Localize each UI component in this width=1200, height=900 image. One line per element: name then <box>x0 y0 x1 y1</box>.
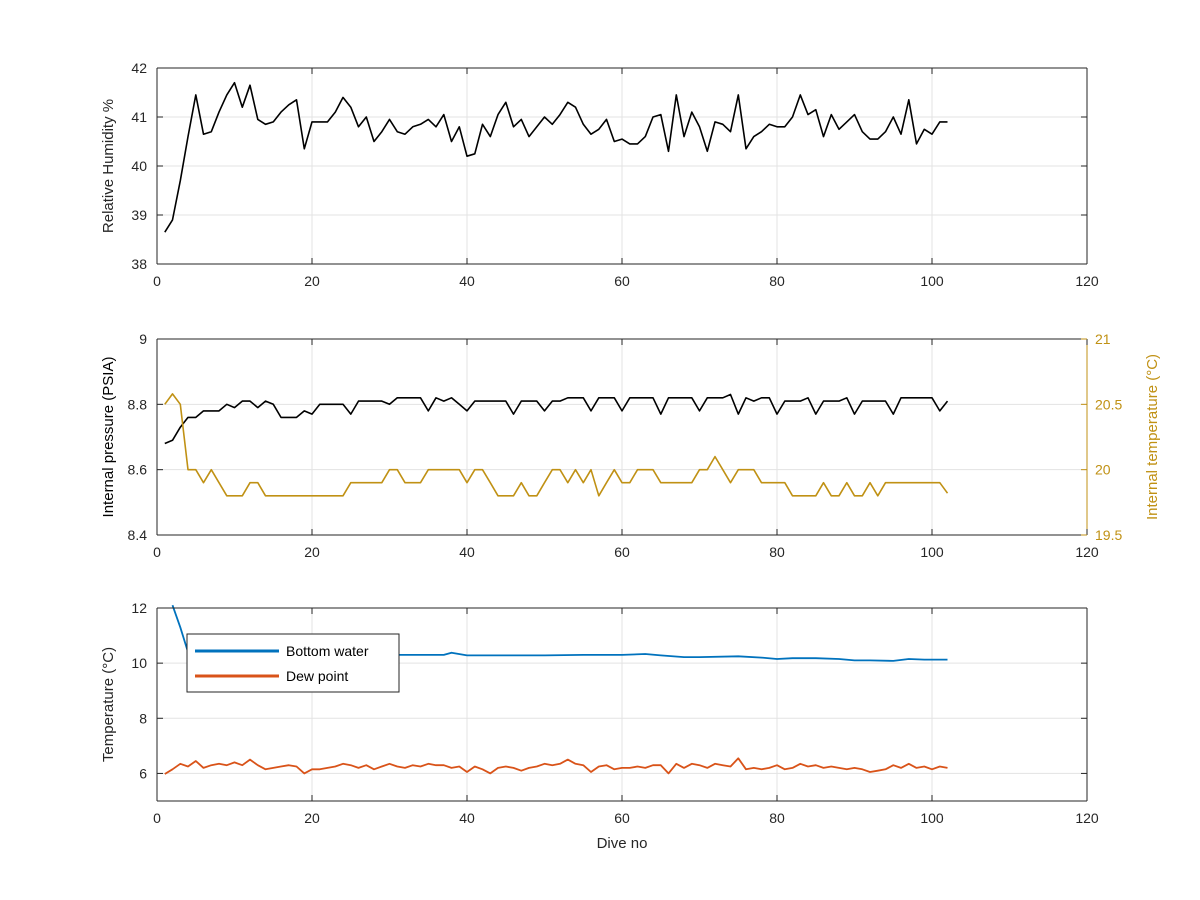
x-tick-label: 40 <box>459 544 475 560</box>
x-tick-label: 20 <box>304 544 320 560</box>
series-line-2 <box>164 393 949 497</box>
x-tick-label: 60 <box>614 810 630 826</box>
x-axis-label: Dive no <box>597 835 648 852</box>
y-tick-label: 9 <box>139 331 147 347</box>
legend: Bottom water Dew point <box>186 633 400 693</box>
y-tick-label: 40 <box>131 158 147 174</box>
y-tick-label: 8.6 <box>128 462 148 478</box>
x-tick-label: 20 <box>304 273 320 289</box>
y-tick-label: 6 <box>139 765 147 781</box>
series-line-2 <box>164 757 948 775</box>
y-tick-label: 10 <box>131 655 147 671</box>
subplot-2: 0 20 40 60 80 100 120 8.4 8.6 8.8 9 19.5 20 20.5 21 Int… <box>100 331 1161 560</box>
y-tick-label: 38 <box>131 256 147 272</box>
x-tick-label: 0 <box>153 273 161 289</box>
legend-box <box>186 633 400 693</box>
subplot-1: 0 20 40 60 80 100 120 38 39 40 41 42 Relative Humidi… <box>100 60 1099 289</box>
y-right-tick-label: 19.5 <box>1095 527 1122 543</box>
x-tick-label: 100 <box>920 544 944 560</box>
y-axis-label: Relative Humidity % <box>100 99 117 233</box>
x-tick-label: 120 <box>1075 810 1099 826</box>
x-tick-label: 40 <box>459 273 475 289</box>
y-axis-label: Temperature (°C) <box>100 647 117 762</box>
x-tick-label: 60 <box>614 544 630 560</box>
y-right-tick-label: 20 <box>1095 462 1111 478</box>
legend-label-1: Bottom water <box>286 643 369 659</box>
x-tick-label: 40 <box>459 810 475 826</box>
legend-label-2: Dew point <box>286 668 348 684</box>
x-tick-label: 80 <box>769 273 785 289</box>
x-tick-label: 100 <box>920 273 944 289</box>
x-tick-label: 80 <box>769 544 785 560</box>
x-tick-label: 100 <box>920 810 944 826</box>
y-tick-label: 8.8 <box>128 396 148 412</box>
x-tick-label: 0 <box>153 810 161 826</box>
x-tick-label: 80 <box>769 810 785 826</box>
y-right-tick-label: 21 <box>1095 331 1111 347</box>
y-tick-label: 42 <box>131 60 147 76</box>
x-tick-label: 20 <box>304 810 320 826</box>
y-axis-right-label: Internal temperature (°C) <box>1144 354 1161 520</box>
y-tick-label: 12 <box>131 600 147 616</box>
series-line-1 <box>164 393 949 445</box>
y-tick-label: 8 <box>139 710 147 726</box>
x-tick-label: 120 <box>1075 544 1099 560</box>
y-right-tick-label: 20.5 <box>1095 396 1122 412</box>
y-tick-label: 39 <box>131 207 147 223</box>
x-tick-label: 120 <box>1075 273 1099 289</box>
series-line-1 <box>164 81 948 233</box>
y-axis-label: Internal pressure (PSIA) <box>100 357 117 518</box>
x-tick-label: 60 <box>614 273 630 289</box>
x-tick-label: 0 <box>153 544 161 560</box>
subplot-3: 0 20 40 60 80 100 120 6 8 10 12 Temperature (°C) Div… <box>100 600 1099 852</box>
y-tick-label: 8.4 <box>128 527 148 543</box>
y-tick-label: 41 <box>131 109 147 125</box>
